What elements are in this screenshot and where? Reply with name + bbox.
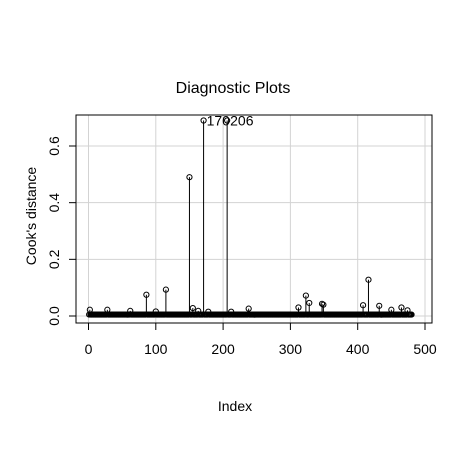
x-tick-label: 200: [211, 341, 235, 357]
x-tick-label: 300: [279, 341, 303, 357]
x-tick-label: 500: [413, 341, 437, 357]
y-axis-label: Cook's distance: [23, 167, 39, 266]
x-tick-label: 0: [85, 341, 93, 357]
y-tick-label: 0.6: [46, 136, 62, 156]
y-tick-label: 0.4: [46, 193, 62, 213]
x-tick-label: 400: [346, 341, 370, 357]
x-axis-label: Index: [218, 398, 252, 414]
chart-title: Diagnostic Plots: [176, 80, 291, 97]
x-tick-label: 100: [144, 341, 168, 357]
y-tick-label: 0.2: [46, 249, 62, 269]
y-tick-label: 0.0: [46, 306, 62, 326]
